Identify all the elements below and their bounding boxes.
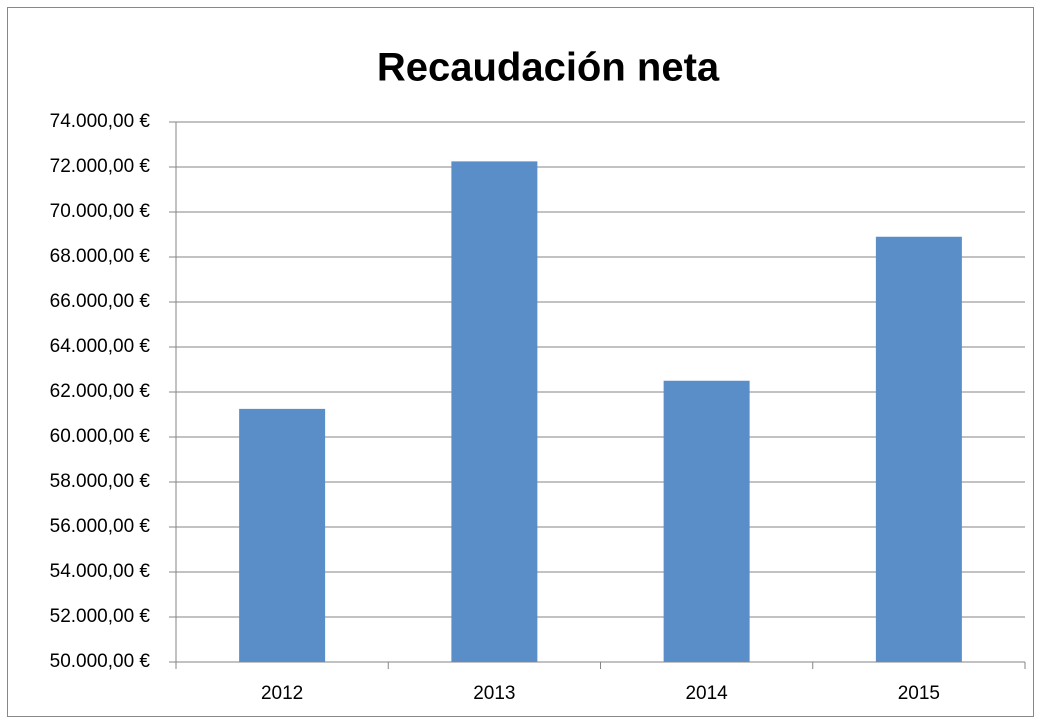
y-tick-label: 72.000,00 €	[50, 156, 151, 177]
bar	[451, 161, 538, 662]
x-tick-label: 2015	[898, 683, 940, 704]
chart-title: Recaudación neta	[377, 46, 720, 90]
y-tick-label: 70.000,00 €	[50, 201, 151, 222]
x-tick-label: 2014	[685, 683, 728, 704]
bar	[875, 236, 962, 662]
y-tick-label: 58.000,00 €	[50, 471, 151, 492]
y-tick-label: 64.000,00 €	[50, 336, 151, 357]
y-tick-label: 56.000,00 €	[50, 516, 151, 537]
x-tick-label: 2012	[261, 683, 303, 704]
y-tick-label: 52.000,00 €	[50, 606, 151, 627]
bar	[663, 380, 750, 662]
y-tick-label: 50.000,00 €	[50, 651, 151, 672]
bar	[239, 408, 326, 662]
y-tick-label: 74.000,00 €	[50, 111, 151, 132]
y-tick-label: 68.000,00 €	[50, 246, 151, 267]
y-tick-label: 54.000,00 €	[50, 561, 151, 582]
x-tick-label: 2013	[473, 683, 515, 704]
y-tick-label: 60.000,00 €	[50, 426, 151, 447]
y-tick-label: 62.000,00 €	[50, 381, 151, 402]
y-tick-label: 66.000,00 €	[50, 291, 151, 312]
